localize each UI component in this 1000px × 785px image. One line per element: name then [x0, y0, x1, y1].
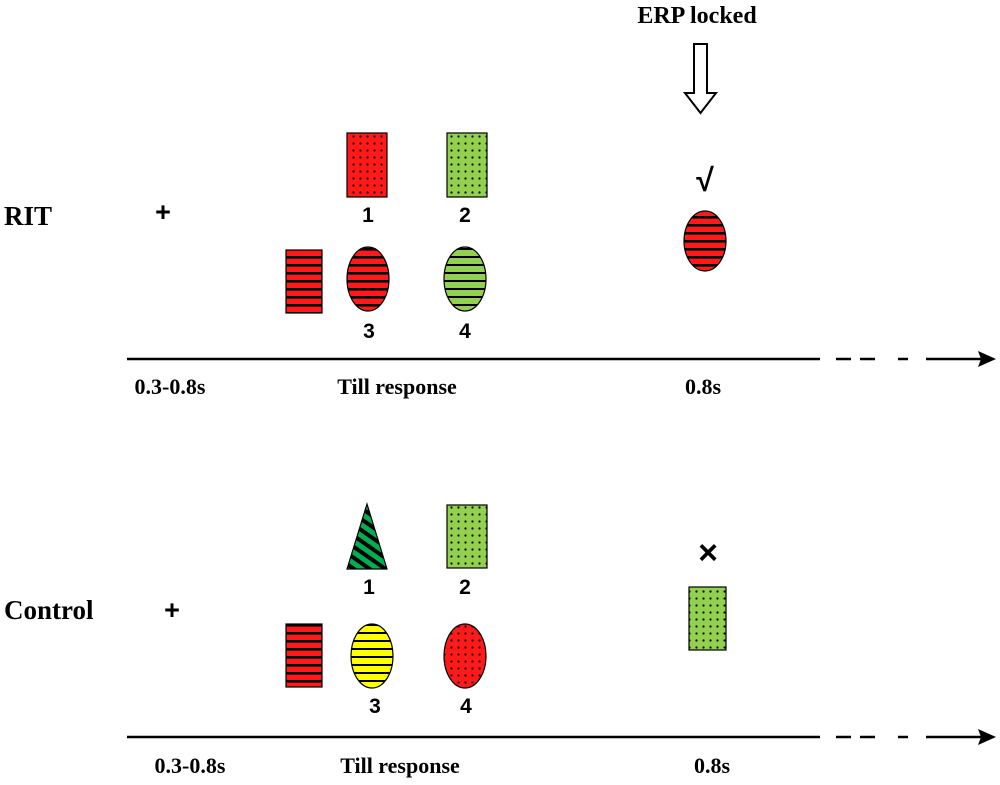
timeline-label-feedback: 0.8s	[685, 374, 722, 399]
option-number: 3	[363, 320, 375, 343]
feedback-green-dotted-rectangle	[688, 586, 727, 651]
fixation-cross: +	[164, 595, 180, 625]
option-number: 1	[363, 576, 375, 599]
timeline-label-fixation: 0.3-0.8s	[135, 374, 206, 399]
option-number: 1	[362, 204, 374, 227]
stimulus-green-dotted-rectangle	[446, 132, 488, 198]
arrow-head-icon	[978, 729, 996, 745]
condition-label-control: Control	[4, 595, 94, 625]
fixation-cross: +	[155, 197, 171, 227]
stimulus-red-dotted-ellipse	[443, 623, 487, 689]
timeline-label-feedback: 0.8s	[694, 753, 731, 778]
stimulus-green-striped-ellipse	[443, 246, 487, 312]
rit-condition: RIT + 1 2 3 4 √ 0.3-0.8s Till response 0…	[4, 132, 996, 399]
option-number: 2	[459, 204, 471, 227]
option-number: 2	[459, 576, 471, 599]
target-red-striped-rectangle	[285, 249, 323, 314]
feedback-check-mark: √	[696, 162, 714, 198]
stimulus-green-diagonal-triangle	[346, 501, 388, 570]
stimulus-red-dotted-rectangle	[346, 132, 388, 198]
option-number: 4	[460, 695, 472, 718]
erp-locked-label: ERP locked	[637, 3, 757, 29]
stimulus-yellow-striped-ellipse	[350, 623, 394, 689]
target-red-striped-rectangle	[285, 623, 323, 688]
timeline-label-response: Till response	[337, 374, 457, 399]
feedback-red-striped-ellipse	[683, 210, 727, 272]
feedback-cross-mark: ×	[698, 534, 718, 572]
stimulus-green-dotted-rectangle	[446, 504, 488, 569]
down-arrow-icon	[682, 43, 719, 115]
timeline-label-response: Till response	[340, 753, 460, 778]
arrow-head-icon	[978, 351, 996, 367]
condition-label-rit: RIT	[4, 201, 52, 231]
control-condition: Control + 1 2 3 4 × 0.3-0.8s Till respon…	[4, 501, 996, 778]
stimulus-red-striped-ellipse	[346, 246, 390, 312]
option-number: 3	[369, 695, 381, 718]
option-number: 4	[459, 320, 471, 343]
timeline-label-fixation: 0.3-0.8s	[155, 753, 226, 778]
